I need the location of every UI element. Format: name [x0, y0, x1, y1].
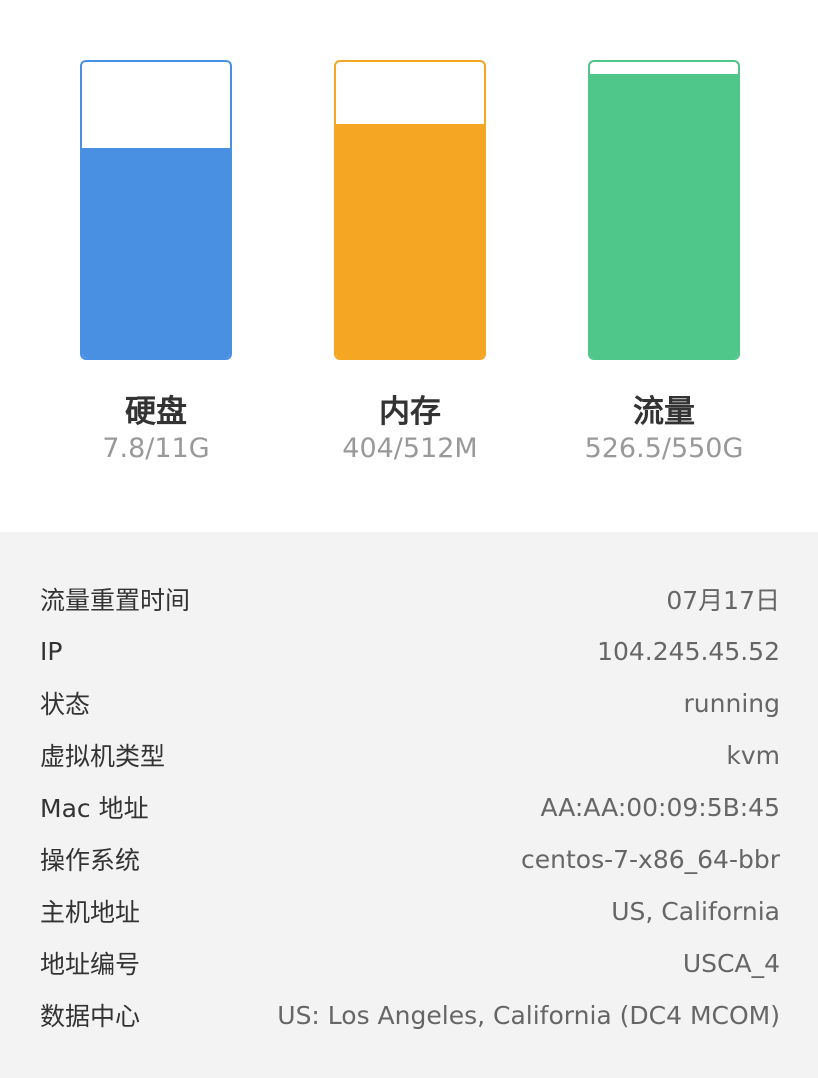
traffic-gauge-tank — [588, 60, 740, 360]
detail-key: 操作系统 — [40, 846, 141, 875]
server-details-panel: 流量重置时间 07月17日 IP 104.245.45.52 状态 runnin… — [0, 532, 818, 1078]
traffic-gauge-fill — [590, 73, 738, 358]
detail-value: running — [683, 688, 780, 718]
detail-key: 虚拟机类型 — [40, 742, 166, 771]
detail-row-host-location: 主机地址 US, California — [40, 891, 780, 931]
detail-value: 07月17日 — [666, 586, 780, 615]
traffic-gauge-value: 526.5/550G — [584, 433, 744, 464]
disk-gauge-tank — [80, 60, 232, 360]
detail-row-mac-address: Mac 地址 AA:AA:00:09:5B:45 — [40, 787, 780, 827]
memory-gauge-value: 404/512M — [342, 433, 478, 464]
detail-value: US: Los Angeles, California (DC4 MCOM) — [277, 1000, 780, 1030]
detail-value: USCA_4 — [682, 948, 780, 978]
detail-key: IP — [40, 636, 63, 666]
disk-gauge-fill — [82, 147, 230, 358]
memory-gauge-label: 内存 — [379, 394, 441, 430]
detail-value: centos-7-x86_64-bbr — [521, 844, 780, 874]
detail-row-status: 状态 running — [40, 683, 780, 723]
disk-gauge-label: 硬盘 — [125, 394, 187, 430]
detail-key: 状态 — [40, 690, 91, 719]
detail-row-os: 操作系统 centos-7-x86_64-bbr — [40, 839, 780, 879]
traffic-gauge-label: 流量 — [633, 394, 695, 430]
detail-key: Mac 地址 — [40, 794, 149, 823]
memory-gauge-tank — [334, 60, 486, 360]
detail-key: 流量重置时间 — [40, 586, 191, 615]
detail-row-ip: IP 104.245.45.52 — [40, 631, 780, 671]
detail-value: US, California — [611, 896, 780, 926]
detail-key: 主机地址 — [40, 898, 141, 927]
detail-value: kvm — [726, 740, 780, 770]
detail-row-datacenter: 数据中心 US: Los Angeles, California (DC4 MC… — [40, 995, 780, 1035]
detail-value: AA:AA:00:09:5B:45 — [540, 792, 780, 822]
detail-value: 104.245.45.52 — [597, 636, 780, 666]
detail-key: 数据中心 — [40, 1002, 141, 1031]
detail-row-vm-type: 虚拟机类型 kvm — [40, 735, 780, 775]
memory-gauge: 内存 404/512M — [334, 60, 486, 464]
disk-gauge-value: 7.8/11G — [102, 433, 210, 464]
usage-gauges-panel: 硬盘 7.8/11G 内存 404/512M 流量 526.5/550G — [0, 0, 818, 532]
detail-key: 地址编号 — [40, 950, 141, 979]
traffic-gauge: 流量 526.5/550G — [585, 60, 743, 464]
disk-gauge: 硬盘 7.8/11G — [80, 60, 232, 464]
detail-row-traffic-reset: 流量重置时间 07月17日 — [40, 579, 780, 619]
detail-row-location-id: 地址编号 USCA_4 — [40, 943, 780, 983]
memory-gauge-fill — [336, 124, 484, 358]
